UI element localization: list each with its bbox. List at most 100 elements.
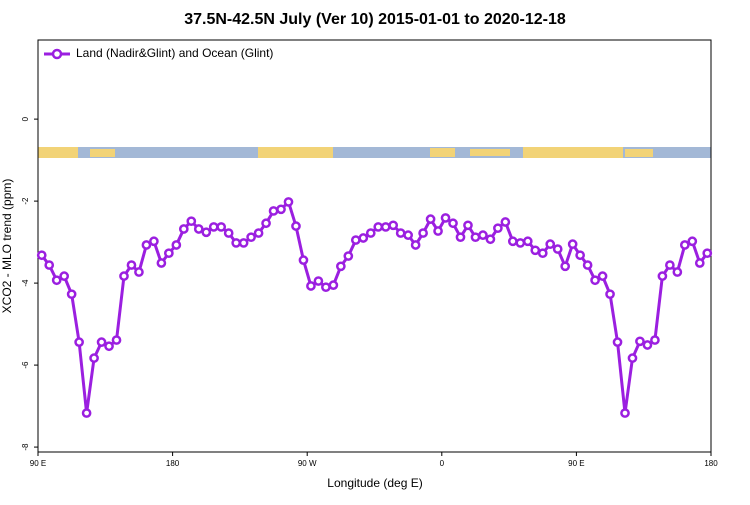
legend-label: Land (Nadir&Glint) and Ocean (Glint)	[76, 46, 273, 60]
data-point	[500, 217, 511, 227]
data-point	[89, 353, 99, 363]
data-point	[283, 197, 294, 207]
data-point	[425, 214, 436, 224]
y-tick-label: -4	[21, 279, 30, 287]
data-point	[291, 221, 301, 231]
data-point	[620, 408, 630, 418]
data-point	[44, 260, 55, 270]
data-point	[478, 230, 488, 240]
data-point	[126, 260, 137, 270]
data-point	[66, 289, 77, 300]
data-point	[261, 218, 271, 229]
data-point	[388, 220, 399, 231]
data-point	[276, 204, 286, 215]
data-point	[470, 232, 481, 243]
x-tick-label: 90 E	[30, 459, 46, 468]
data-point	[164, 248, 174, 259]
x-tick-label: 180	[704, 459, 718, 468]
data-point	[246, 232, 256, 243]
data-point	[111, 335, 122, 345]
map-strip	[38, 147, 711, 158]
data-point	[96, 337, 107, 347]
data-point	[612, 337, 623, 347]
data-point	[552, 244, 563, 254]
data-point	[537, 248, 548, 259]
data-point	[201, 227, 212, 238]
x-tick-label: 0	[440, 459, 445, 468]
data-point	[171, 240, 182, 250]
x-tick-label: 180	[166, 459, 180, 468]
y-tick-label: 0	[21, 116, 30, 121]
data-point	[119, 271, 129, 281]
data-point	[156, 258, 167, 268]
data-point	[395, 228, 406, 238]
data-point	[403, 230, 413, 240]
y-axis-label: XCO2 - MLO trend (ppm)	[0, 179, 14, 314]
data-point	[350, 235, 361, 245]
chart-title: 37.5N-42.5N July (Ver 10) 2015-01-01 to …	[184, 11, 566, 28]
data-point	[507, 236, 518, 247]
data-point	[186, 216, 197, 227]
data-point	[560, 261, 571, 272]
y-tick-label: -6	[21, 361, 30, 369]
data-point	[81, 408, 92, 418]
x-tick-label: 90 W	[298, 459, 317, 468]
data-point	[51, 275, 62, 286]
data-point	[373, 222, 384, 232]
data-point	[455, 232, 466, 243]
data-point	[268, 206, 279, 216]
data-point	[448, 218, 458, 229]
data-point	[178, 224, 189, 234]
data-point	[418, 228, 428, 238]
data-point	[216, 222, 227, 232]
data-point	[410, 240, 421, 250]
data-point	[702, 248, 713, 259]
data-point	[582, 260, 593, 270]
data-point	[590, 275, 600, 286]
data-point	[597, 271, 608, 281]
data-point	[380, 222, 391, 232]
data-point	[679, 240, 690, 250]
data-point	[104, 341, 114, 352]
data-point	[313, 276, 324, 286]
data-point	[575, 250, 585, 261]
data-point	[440, 213, 451, 223]
data-point	[515, 238, 526, 248]
data-point	[605, 289, 615, 300]
data-point	[59, 271, 70, 281]
data-point	[238, 238, 249, 248]
data-point	[231, 238, 242, 248]
data-point	[463, 220, 473, 231]
data-point	[358, 233, 369, 243]
data-point	[530, 245, 541, 256]
data-point	[74, 337, 84, 347]
plot-frame	[37, 39, 712, 453]
data-point	[657, 271, 668, 281]
y-tick-label: -2	[21, 197, 30, 205]
data-point	[223, 228, 234, 238]
data-point	[642, 340, 653, 350]
data-point	[545, 239, 556, 250]
data-point	[567, 239, 578, 250]
data-point	[485, 234, 496, 245]
data-point	[306, 281, 316, 291]
data-point	[687, 236, 698, 247]
x-tick-label: 90 E	[568, 459, 584, 468]
data-point	[635, 336, 645, 347]
data-point	[134, 267, 144, 277]
data-point	[36, 250, 47, 261]
data-point	[193, 224, 204, 234]
data-point	[208, 222, 219, 232]
data-point	[493, 223, 503, 234]
data-point	[365, 228, 376, 238]
data-point	[298, 255, 309, 265]
data-point	[522, 236, 533, 247]
data-point	[149, 236, 159, 247]
data-point	[650, 335, 660, 345]
data-point	[321, 282, 331, 293]
data-point	[433, 226, 443, 236]
data-point	[694, 258, 705, 268]
data-point	[253, 228, 264, 238]
data-point	[343, 251, 354, 261]
